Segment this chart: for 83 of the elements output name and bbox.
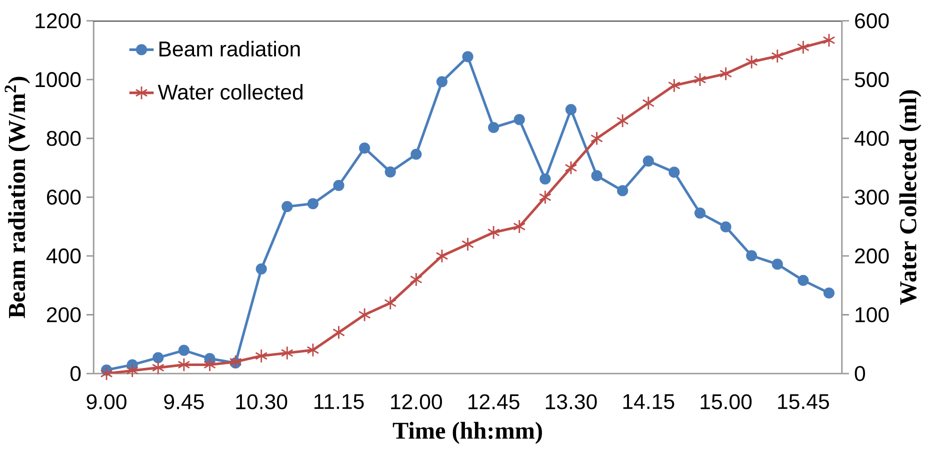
y2-tick-label: 200 [855,248,889,264]
point [488,122,500,134]
point [280,346,294,360]
point [822,33,836,48]
point [668,78,680,93]
point [617,185,628,196]
point [384,296,397,310]
x-tick-label: 9.00 [86,394,126,410]
point [100,366,113,381]
point [307,198,318,210]
point [694,72,706,87]
point [359,142,370,154]
point [410,272,422,287]
x-tick-label: 15.45 [778,394,829,410]
point [694,208,706,219]
point [487,226,500,240]
point [436,249,448,264]
point [229,354,242,370]
point [540,174,551,185]
point [462,237,474,252]
point [796,40,810,55]
legend-label: Water collected [158,84,302,100]
point [178,358,190,372]
point [306,343,320,358]
y2-axis-title: Water Collected (ml) [899,90,922,306]
point [513,220,526,234]
y2-tick-label: 300 [854,190,889,205]
point [745,55,758,70]
point [642,96,655,110]
point [178,345,190,356]
y-tick-label: 800 [46,131,81,146]
point [514,114,525,126]
point [564,160,578,176]
y-tick-label: 0 [70,366,81,382]
y2-tick-label: 500 [854,72,889,88]
y-tick-label: 1000 [36,72,81,88]
x-axis-title: Time (hh:mm) [392,422,542,444]
y-tick-label: 400 [46,248,81,264]
point [798,275,809,286]
point [616,114,629,128]
x-tick-label: 15.00 [700,394,752,410]
point [823,288,835,299]
x-tick-label: 10.30 [236,394,288,410]
x-tick-label: 13.30 [546,394,597,410]
point [358,308,371,322]
point [410,148,422,160]
y2-tick-label: 600 [855,13,889,29]
y2-tick-label: 100 [856,307,889,323]
point [255,349,268,364]
legend-label: Beam radiation [160,41,300,57]
point [642,156,654,167]
point [590,132,604,146]
point [152,352,164,364]
point [333,180,344,192]
x-tick-label: 12.45 [468,394,520,410]
x-tick-label: 9.45 [164,394,204,410]
y-tick-label: 600 [47,190,81,205]
point [668,166,680,178]
point [152,360,164,375]
point [256,264,267,275]
y-tick-label: 200 [46,307,81,323]
point [436,76,448,88]
point [126,364,139,378]
point [720,66,732,82]
point [720,222,732,233]
point [203,358,216,372]
point [591,170,602,182]
point [332,326,345,340]
y-tick-label: 1200 [36,13,81,29]
point [771,49,784,64]
x-tick-label: 14.15 [623,394,674,410]
y2-tick-label: 0 [854,366,866,382]
point [565,104,577,116]
x-tick-label: 11.15 [314,394,364,410]
point [746,250,758,262]
point [462,51,474,62]
x-tick-label: 12.00 [391,394,442,410]
point [538,190,552,205]
point [282,201,293,212]
point [772,258,783,270]
y2-tick-label: 400 [854,131,889,146]
point [384,166,396,178]
y-axis-title: Beam radiation (W/m$^{2}$) [4,77,30,318]
